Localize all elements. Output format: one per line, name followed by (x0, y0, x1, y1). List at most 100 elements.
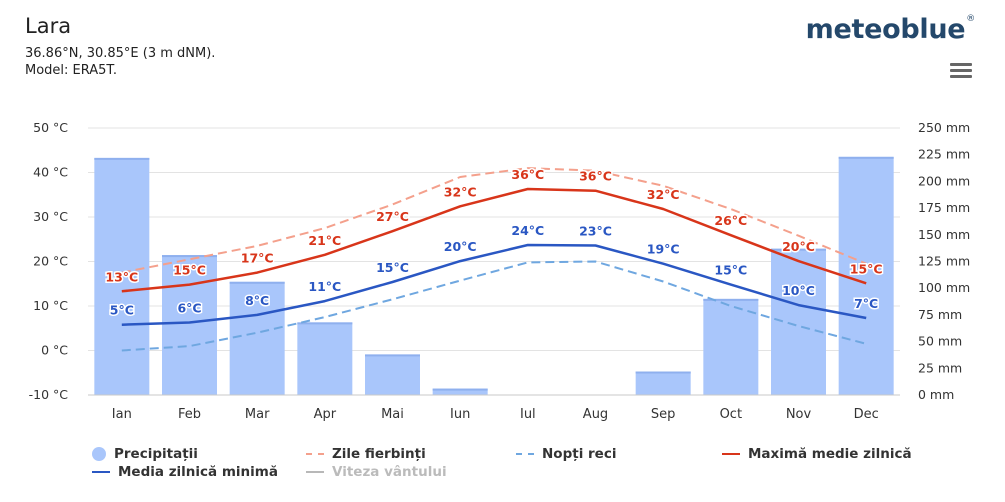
precip-bar-top (94, 157, 150, 160)
coordinates-text: 36.86°N, 30.85°E (3 m dNM). (25, 46, 216, 61)
mean-min-data-label: 15°C (376, 260, 409, 275)
precip-bar (771, 248, 826, 395)
precip-bar-top (365, 354, 420, 357)
mean-max-data-label: 13°C (105, 269, 138, 284)
registered-mark: ® (966, 14, 975, 24)
y-right-tick-label: 100 mm (918, 280, 970, 295)
y-left-tick-label: 50 °C (33, 120, 68, 135)
hot-days-line (121, 167, 867, 274)
legend-item-wind[interactable]: Viteza vântului (306, 464, 447, 480)
x-tick-label: Oct (720, 407, 742, 422)
mean-min-data-label: 7°C (854, 296, 878, 311)
x-tick-label: Iul (520, 407, 536, 422)
precip-bar (635, 371, 691, 395)
mean-max-data-label: 15°C (850, 261, 883, 276)
y-left-tick-label: 0 °C (41, 343, 68, 358)
legend-item-hot-days[interactable]: Zile fierbinți (306, 446, 426, 462)
y-left-tick-label: 20 °C (33, 254, 68, 269)
x-tick-label: Mai (381, 407, 404, 422)
legend-symbol (722, 453, 740, 455)
y-right-tick-label: 75 mm (918, 307, 962, 322)
precip-bar (162, 255, 217, 395)
mean-max-data-label: 20°C (782, 239, 815, 254)
mean-min-data-label: 11°C (308, 279, 341, 294)
precip-bar (229, 281, 285, 395)
legend-symbol (516, 453, 534, 455)
mean-max-data-label: 26°C (714, 213, 747, 228)
x-tick-label: Nov (786, 407, 812, 422)
precip-bar-top (432, 388, 488, 391)
hamburger-menu-icon[interactable] (950, 63, 972, 81)
y-right-tick-label: 125 mm (918, 254, 970, 269)
legend-label: Viteza vântului (332, 464, 447, 480)
y-right-tick-label: 200 mm (918, 173, 970, 188)
legend-symbol (306, 453, 324, 455)
location-info: 36.86°N, 30.85°E (3 m dNM). Model: ERA5T… (25, 45, 215, 79)
mean-max-data-label: 15°C (173, 263, 206, 278)
y-right-tick-label: 50 mm (918, 334, 962, 349)
precip-bar (94, 157, 150, 395)
legend-label: Media zilnică minimă (118, 464, 278, 480)
y-left-tick-label: 40 °C (33, 165, 68, 180)
legend-item-precip[interactable]: Precipitații (92, 446, 198, 462)
y-right-tick-label: 175 mm (918, 200, 970, 215)
precip-bar-top (703, 298, 759, 301)
mean-min-data-label: 15°C (714, 263, 747, 278)
y-left-tick-label: -10 °C (29, 387, 69, 402)
legend-symbol (92, 447, 106, 461)
mean-min-data-label: 10°C (782, 283, 815, 298)
x-tick-label: Aug (583, 407, 608, 422)
x-tick-label: Dec (854, 407, 879, 422)
mean-max-data-label: 36°C (511, 167, 544, 182)
y-left-tick-label: 10 °C (33, 298, 68, 313)
mean-min-line (121, 243, 867, 326)
precip-bar (432, 388, 488, 395)
mean-min-data-label: 19°C (647, 242, 680, 257)
precip-bar-top (635, 371, 691, 374)
logo-text: meteoblue (805, 14, 966, 45)
mean-min-data-label: 8°C (245, 293, 269, 308)
y-left-tick-label: 30 °C (33, 209, 68, 224)
legend-item-cold-nights[interactable]: Nopți reci (516, 446, 616, 462)
meteoblue-logo[interactable]: meteoblue® (805, 14, 976, 45)
legend-label: Precipitații (114, 446, 198, 462)
y-right-tick-label: 25 mm (918, 360, 962, 375)
precip-bar-top (771, 248, 826, 251)
legend-label: Maximă medie zilnică (748, 446, 912, 462)
y-right-tick-label: 150 mm (918, 227, 970, 242)
mean-min-data-label: 5°C (110, 303, 134, 318)
mean-min-data-label: 24°C (511, 223, 544, 238)
cold-nights-line (121, 260, 867, 352)
precip-bar-top (838, 156, 894, 159)
legend-item-mean-min[interactable]: Media zilnică minimă (92, 464, 278, 480)
precip-bar (838, 156, 894, 395)
mean-max-data-label: 21°C (308, 233, 341, 248)
y-right-tick-label: 225 mm (918, 147, 970, 162)
precip-bar (297, 322, 353, 395)
mean-min-data-label: 6°C (177, 300, 201, 315)
precip-bar-top (229, 281, 285, 284)
legend-symbol (92, 471, 110, 473)
mean-max-data-label: 17°C (241, 251, 274, 266)
x-tick-label: Sep (651, 407, 676, 422)
legend-item-mean-max[interactable]: Maximă medie zilnică (722, 446, 912, 462)
x-tick-label: Feb (178, 407, 201, 422)
legend-label: Nopți reci (542, 446, 617, 462)
legend-symbol (306, 471, 324, 473)
mean-min-data-label: 20°C (444, 239, 477, 254)
mean-max-data-label: 27°C (376, 209, 409, 224)
x-tick-label: Apr (314, 407, 337, 422)
x-tick-label: Iun (450, 407, 470, 422)
precip-bar (703, 298, 759, 395)
mean-max-line (121, 187, 867, 293)
mean-max-data-label: 32°C (444, 184, 477, 199)
precip-bar-top (297, 322, 353, 325)
mean-max-data-label: 36°C (579, 169, 612, 184)
model-text: Model: ERA5T. (25, 63, 117, 78)
mean-max-data-label: 32°C (647, 187, 680, 202)
x-tick-label: Ian (112, 407, 132, 422)
precip-bar-top (162, 255, 217, 258)
y-right-tick-label: 250 mm (918, 120, 970, 135)
mean-min-data-label: 23°C (579, 223, 612, 238)
